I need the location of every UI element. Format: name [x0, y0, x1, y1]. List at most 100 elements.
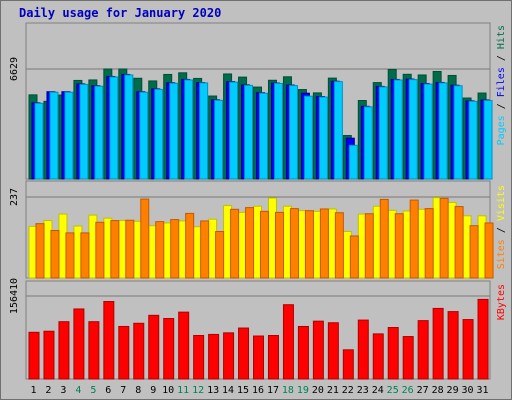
side-legend-hits-files-pages: Pages / Files / Hits — [496, 25, 507, 145]
bar-pages-day-14 — [229, 81, 239, 180]
x-tick-label-day-2: 2 — [45, 385, 51, 396]
x-tick-label-day-10: 10 — [162, 385, 174, 396]
bar-sites-day-22 — [349, 235, 359, 279]
bar-kbytes-day-8 — [133, 322, 145, 380]
bar-kbytes-day-25 — [387, 327, 399, 380]
bar-pages-day-17 — [273, 82, 283, 180]
bar-sites-day-23 — [364, 213, 374, 279]
bar-pages-day-7 — [124, 74, 134, 180]
y-max-label-hits-files-pages: 6629 — [9, 57, 20, 81]
bar-sites-day-11 — [185, 212, 195, 279]
bar-kbytes-day-27 — [417, 320, 429, 380]
bar-kbytes-day-28 — [432, 307, 444, 380]
x-tick-label-day-20: 20 — [312, 385, 324, 396]
bar-kbytes-day-22 — [342, 349, 354, 380]
x-tick-label-day-21: 21 — [327, 385, 339, 396]
bar-sites-day-12 — [200, 220, 210, 279]
bar-pages-day-30 — [468, 100, 478, 180]
bar-kbytes-day-2 — [43, 330, 55, 380]
bar-sites-day-17 — [274, 211, 284, 279]
bar-pages-day-24 — [378, 86, 388, 180]
bar-pages-day-12 — [199, 82, 209, 180]
x-tick-label-day-31: 31 — [476, 385, 488, 396]
bar-kbytes-day-20 — [312, 320, 324, 380]
bar-sites-day-2 — [50, 229, 60, 279]
x-tick-label-day-15: 15 — [237, 385, 249, 396]
legend-entry-visits: Visits — [496, 185, 507, 221]
legend-separator: / — [496, 97, 507, 115]
bar-kbytes-day-3 — [58, 321, 70, 380]
bar-pages-day-18 — [288, 85, 298, 180]
bar-sites-day-30 — [469, 225, 479, 279]
x-tick-label-day-13: 13 — [207, 385, 219, 396]
x-tick-label-day-12: 12 — [192, 385, 204, 396]
x-tick-label-day-16: 16 — [252, 385, 264, 396]
bar-pages-day-21 — [333, 81, 343, 180]
bar-kbytes-day-15 — [238, 327, 250, 380]
bar-sites-day-26 — [409, 199, 419, 279]
x-tick-label-day-11: 11 — [177, 385, 189, 396]
legend-entry-pages: Pages — [496, 115, 507, 145]
bar-sites-day-24 — [379, 198, 389, 279]
bar-kbytes-day-21 — [327, 322, 339, 380]
bar-kbytes-day-23 — [357, 319, 369, 380]
bar-pages-day-16 — [259, 92, 269, 180]
bar-sites-day-10 — [170, 219, 180, 279]
x-tick-label-day-1: 1 — [30, 385, 36, 396]
bar-pages-day-3 — [64, 91, 74, 180]
bar-kbytes-day-30 — [462, 319, 474, 380]
bar-pages-day-19 — [303, 95, 313, 180]
bar-pages-day-26 — [408, 79, 418, 180]
x-tick-label-day-9: 9 — [150, 385, 156, 396]
bar-pages-day-31 — [483, 100, 493, 180]
bar-pages-day-5 — [94, 85, 104, 180]
y-max-label-kbytes: 156410 — [9, 278, 20, 314]
y-max-label-visits-sites: 237 — [9, 188, 20, 206]
bar-kbytes-day-31 — [477, 298, 489, 380]
bar-sites-day-27 — [424, 208, 434, 279]
bar-sites-day-13 — [215, 231, 225, 279]
bar-kbytes-day-12 — [193, 334, 205, 380]
bar-pages-day-8 — [139, 91, 149, 180]
bar-sites-day-31 — [484, 222, 494, 279]
x-tick-label-day-17: 17 — [267, 385, 279, 396]
legend-entry-hits: Hits — [496, 25, 507, 49]
bar-pages-day-28 — [438, 82, 448, 180]
x-tick-label-day-4: 4 — [75, 385, 81, 396]
bar-pages-day-22 — [348, 144, 358, 180]
x-tick-label-day-3: 3 — [60, 385, 66, 396]
bar-kbytes-day-6 — [103, 301, 115, 380]
bar-pages-day-25 — [393, 79, 403, 180]
bar-kbytes-day-13 — [208, 333, 220, 380]
bar-sites-day-29 — [454, 206, 464, 279]
x-tick-label-day-27: 27 — [417, 385, 429, 396]
bar-kbytes-day-1 — [28, 331, 40, 380]
bar-kbytes-day-14 — [223, 332, 235, 380]
bar-kbytes-day-17 — [267, 334, 279, 380]
bar-sites-day-21 — [334, 212, 344, 279]
bar-sites-day-18 — [289, 208, 299, 279]
bar-kbytes-day-16 — [253, 335, 265, 380]
x-tick-label-day-23: 23 — [357, 385, 369, 396]
bar-pages-day-4 — [79, 83, 89, 180]
bar-sites-day-9 — [155, 221, 165, 279]
bar-sites-day-3 — [65, 232, 75, 279]
bar-sites-day-5 — [95, 221, 105, 279]
bar-pages-day-10 — [169, 82, 179, 180]
bar-pages-day-23 — [363, 106, 373, 180]
bar-pages-day-6 — [109, 76, 119, 180]
bar-pages-day-15 — [244, 84, 254, 180]
bar-pages-day-13 — [214, 99, 224, 180]
bar-pages-day-9 — [154, 88, 164, 180]
legend-entry-sites: Sites — [496, 239, 507, 269]
bar-sites-day-14 — [230, 208, 240, 279]
x-tick-label-day-19: 19 — [297, 385, 309, 396]
bar-kbytes-day-4 — [73, 308, 85, 380]
bar-pages-day-11 — [184, 79, 194, 180]
bar-kbytes-day-24 — [372, 333, 384, 380]
x-tick-label-day-28: 28 — [432, 385, 444, 396]
bar-sites-day-6 — [110, 220, 120, 279]
legend-separator: / — [496, 49, 507, 67]
